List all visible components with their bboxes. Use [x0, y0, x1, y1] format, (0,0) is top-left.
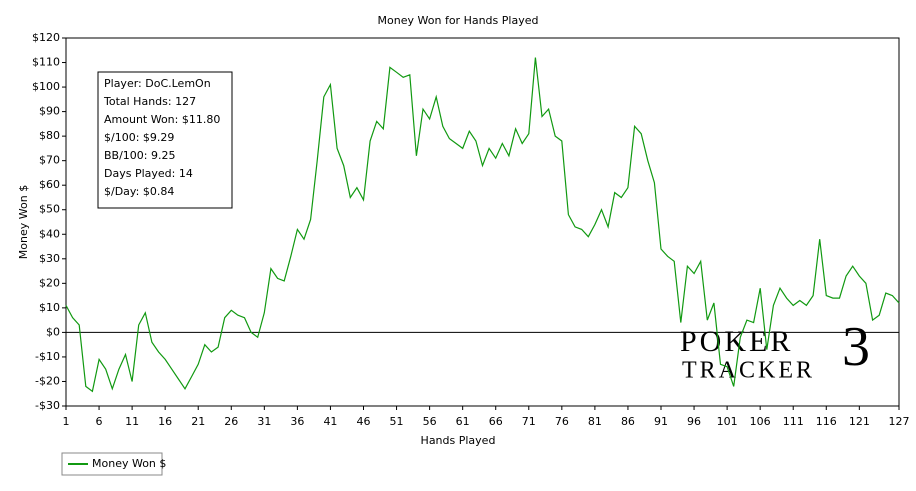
chart-title: Money Won for Hands Played [378, 14, 539, 27]
x-tick-label: 96 [687, 415, 701, 428]
watermark: TRACKER [682, 358, 815, 384]
x-tick-label: 76 [555, 415, 569, 428]
x-tick-label: 111 [783, 415, 804, 428]
data-line [65, 57, 900, 393]
y-tick-label: $10 [39, 301, 60, 314]
y-tick-label: $30 [39, 252, 60, 265]
y-tick-label: $90 [39, 105, 60, 118]
x-tick-label: 66 [489, 415, 503, 428]
x-tick-label: 26 [224, 415, 238, 428]
x-tick-label: 81 [588, 415, 602, 428]
x-tick-label: 56 [423, 415, 437, 428]
x-tick-label: 106 [750, 415, 771, 428]
y-tick-label: $110 [32, 56, 60, 69]
x-tick-label: 127 [889, 415, 910, 428]
x-axis-label: Hands Played [421, 434, 496, 447]
y-tick-label: $60 [39, 178, 60, 191]
x-tick-label: 41 [323, 415, 337, 428]
info-box [97, 71, 233, 209]
x-tick-label: 116 [816, 415, 837, 428]
x-tick-label: 71 [522, 415, 536, 428]
y-tick-label: $20 [39, 276, 60, 289]
y-tick-label: $40 [39, 227, 60, 240]
watermark: 3 [842, 316, 873, 378]
x-tick-label: 6 [96, 415, 103, 428]
y-tick-label: $50 [39, 203, 60, 216]
x-tick-label: 86 [621, 415, 635, 428]
y-tick-label: $120 [32, 31, 60, 44]
x-tick-label: 31 [257, 415, 271, 428]
x-tick-label: 11 [125, 415, 139, 428]
y-tick-label: $70 [39, 154, 60, 167]
info-line: Amount Won: $11.80 [104, 113, 220, 126]
info-line: Player: DoC.LemOn [104, 77, 211, 90]
x-tick-label: 16 [158, 415, 172, 428]
info-line: Total Hands: 127 [103, 95, 196, 108]
y-tick-label: -$30 [35, 399, 60, 412]
y-tick-label: $100 [32, 80, 60, 93]
info-line: Days Played: 14 [104, 167, 193, 180]
y-tick-label: -$20 [35, 374, 60, 387]
x-tick-label: 46 [357, 415, 371, 428]
info-line: $/100: $9.29 [104, 131, 174, 144]
y-tick-label: $0 [46, 325, 60, 338]
y-tick-label: $80 [39, 129, 60, 142]
y-tick-label: -$10 [35, 350, 60, 363]
legend [61, 452, 163, 476]
x-tick-label: 21 [191, 415, 205, 428]
info-line: BB/100: 9.25 [104, 149, 176, 162]
x-tick-label: 121 [849, 415, 870, 428]
x-tick-label: 101 [717, 415, 738, 428]
x-tick-label: 61 [456, 415, 470, 428]
legend-label: Money Won $ [92, 457, 166, 470]
x-tick-label: 91 [654, 415, 668, 428]
watermark: POKER [680, 325, 793, 358]
y-axis-label: Money Won $ [17, 185, 30, 259]
x-tick-label: 51 [390, 415, 404, 428]
info-line: $/Day: $0.84 [104, 185, 174, 198]
x-tick-label: 36 [290, 415, 304, 428]
x-tick-label: 1 [63, 415, 70, 428]
